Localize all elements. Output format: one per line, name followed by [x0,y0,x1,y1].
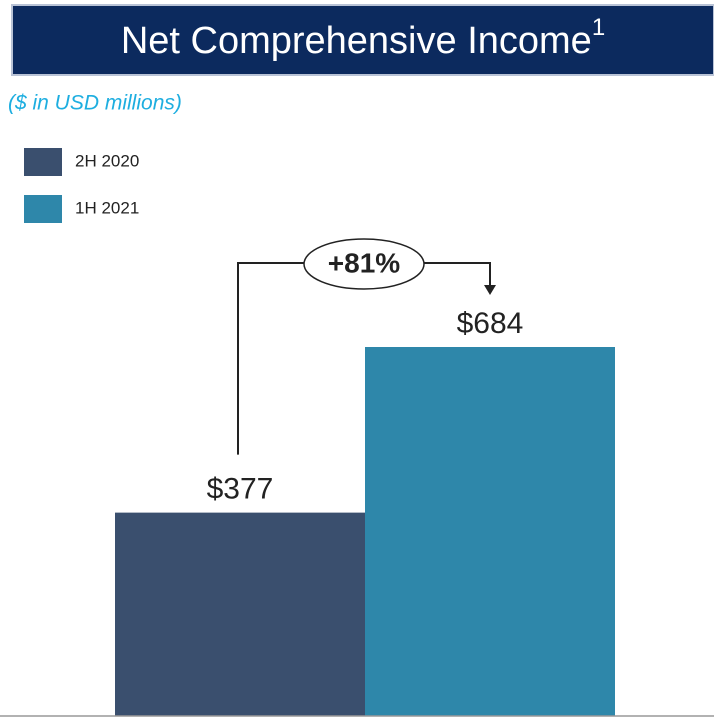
connector [237,262,491,455]
legend-label: 2H 2020 [75,151,139,170]
data-label: $684 [457,307,524,340]
arrow-head [484,285,496,295]
title-bar [11,4,714,76]
bar [115,512,365,716]
title-superscript: 1 [592,14,605,41]
legend-swatch [24,148,62,176]
title-text: Net Comprehensive Income [121,20,592,62]
chart-title: Net Comprehensive Income1 [121,14,605,62]
data-label: $377 [207,473,274,506]
bar [365,347,615,716]
subtitle: ($ in USD millions) [8,92,182,115]
annotation: +81% [328,247,400,278]
legend-label: 1H 2021 [75,198,139,217]
legend-swatch [24,195,62,223]
annotation-ellipse [303,238,425,290]
